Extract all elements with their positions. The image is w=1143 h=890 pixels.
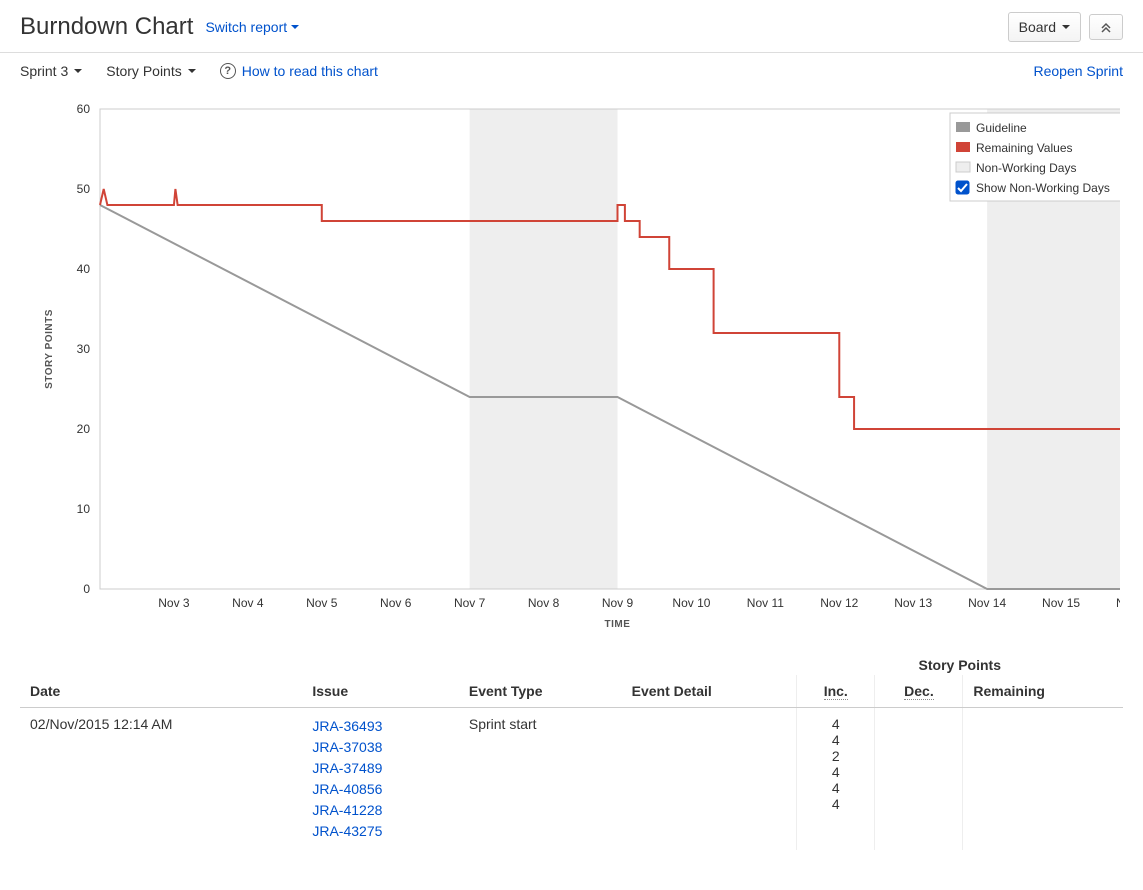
group-header-story-points: Story Points [797,649,1123,675]
sub-toolbar: Sprint 3 Story Points ? How to read this… [0,53,1143,79]
col-remaining: Remaining [963,675,1123,708]
col-date: Date [20,675,302,708]
caret-down-icon [1062,25,1070,29]
col-inc: Inc. [797,675,875,708]
caret-down-icon [291,25,299,29]
cell-event-detail [622,708,797,851]
svg-text:Nov 4: Nov 4 [232,596,264,610]
svg-text:TIME: TIME [605,619,631,629]
svg-text:Nov 16: Nov 16 [1116,596,1120,610]
events-table: Story Points Date Issue Event Type Event… [20,649,1123,850]
switch-report-link[interactable]: Switch report [205,19,299,35]
page-title: Burndown Chart [20,13,193,41]
svg-text:Nov 13: Nov 13 [894,596,932,610]
collapse-button[interactable] [1089,14,1123,40]
help-link[interactable]: ? How to read this chart [220,63,378,79]
board-button[interactable]: Board [1008,12,1081,42]
svg-text:Nov 7: Nov 7 [454,596,486,610]
table-header-row: Date Issue Event Type Event Detail Inc. … [20,675,1123,708]
issue-link[interactable]: JRA-36493 [312,716,449,737]
col-event-type: Event Type [459,675,622,708]
svg-text:Guideline: Guideline [976,121,1027,135]
svg-text:Non-Working Days: Non-Working Days [976,161,1076,175]
svg-text:60: 60 [77,102,91,116]
cell-issue: JRA-36493JRA-37038JRA-37489JRA-40856JRA-… [302,708,459,851]
help-link-label: How to read this chart [242,63,378,79]
metric-selector-label: Story Points [106,63,181,79]
svg-text:Remaining Values: Remaining Values [976,141,1073,155]
sprint-selector-label: Sprint 3 [20,63,68,79]
switch-report-label: Switch report [205,19,287,35]
issue-link[interactable]: JRA-37038 [312,737,449,758]
issue-link[interactable]: JRA-43275 [312,821,449,842]
board-button-label: Board [1019,19,1056,35]
svg-text:30: 30 [77,342,91,356]
sprint-selector[interactable]: Sprint 3 [20,63,82,79]
svg-text:10: 10 [77,502,91,516]
caret-down-icon [74,69,82,73]
svg-text:Nov 12: Nov 12 [820,596,858,610]
svg-text:0: 0 [83,582,90,596]
svg-text:Nov 5: Nov 5 [306,596,338,610]
issue-link[interactable]: JRA-41228 [312,800,449,821]
svg-text:40: 40 [77,262,91,276]
issue-link[interactable]: JRA-37489 [312,758,449,779]
svg-text:Nov 8: Nov 8 [528,596,560,610]
svg-text:Nov 15: Nov 15 [1042,596,1080,610]
svg-text:Nov 14: Nov 14 [968,596,1006,610]
svg-text:STORY POINTS: STORY POINTS [44,309,55,389]
table-group-header-row: Story Points [20,649,1123,675]
chart-container: 0 10 20 30 40 50 60 STORY POINTS Nov 3 Nov 4 Nov 5… [0,79,1143,629]
metric-selector[interactable]: Story Points [106,63,195,79]
svg-text:Show Non-Working Days: Show Non-Working Days [976,181,1110,195]
svg-text:Nov 11: Nov 11 [747,596,784,610]
col-event-detail: Event Detail [622,675,797,708]
cell-event-type: Sprint start [459,708,622,851]
svg-text:Nov 9: Nov 9 [602,596,634,610]
col-issue: Issue [302,675,459,708]
svg-text:Nov 3: Nov 3 [158,596,190,610]
issue-link[interactable]: JRA-40856 [312,779,449,800]
events-table-container: Story Points Date Issue Event Type Event… [0,629,1143,870]
cell-date: 02/Nov/2015 12:14 AM [20,708,302,851]
svg-text:50: 50 [77,182,91,196]
page-header: Burndown Chart Switch report Board [0,0,1143,53]
svg-text:20: 20 [77,422,91,436]
cell-dec [875,708,963,851]
help-icon: ? [220,63,236,79]
cell-inc: 442444 [797,708,875,851]
chevron-double-up-icon [1100,21,1112,33]
svg-text:Nov 10: Nov 10 [672,596,710,610]
reopen-sprint-link[interactable]: Reopen Sprint [1033,63,1123,79]
table-row: 02/Nov/2015 12:14 AMJRA-36493JRA-37038JR… [20,708,1123,851]
burndown-chart: 0 10 20 30 40 50 60 STORY POINTS Nov 3 Nov 4 Nov 5… [20,99,1120,629]
svg-text:Nov 6: Nov 6 [380,596,412,610]
col-dec: Dec. [875,675,963,708]
caret-down-icon [188,69,196,73]
cell-remaining [963,708,1123,851]
